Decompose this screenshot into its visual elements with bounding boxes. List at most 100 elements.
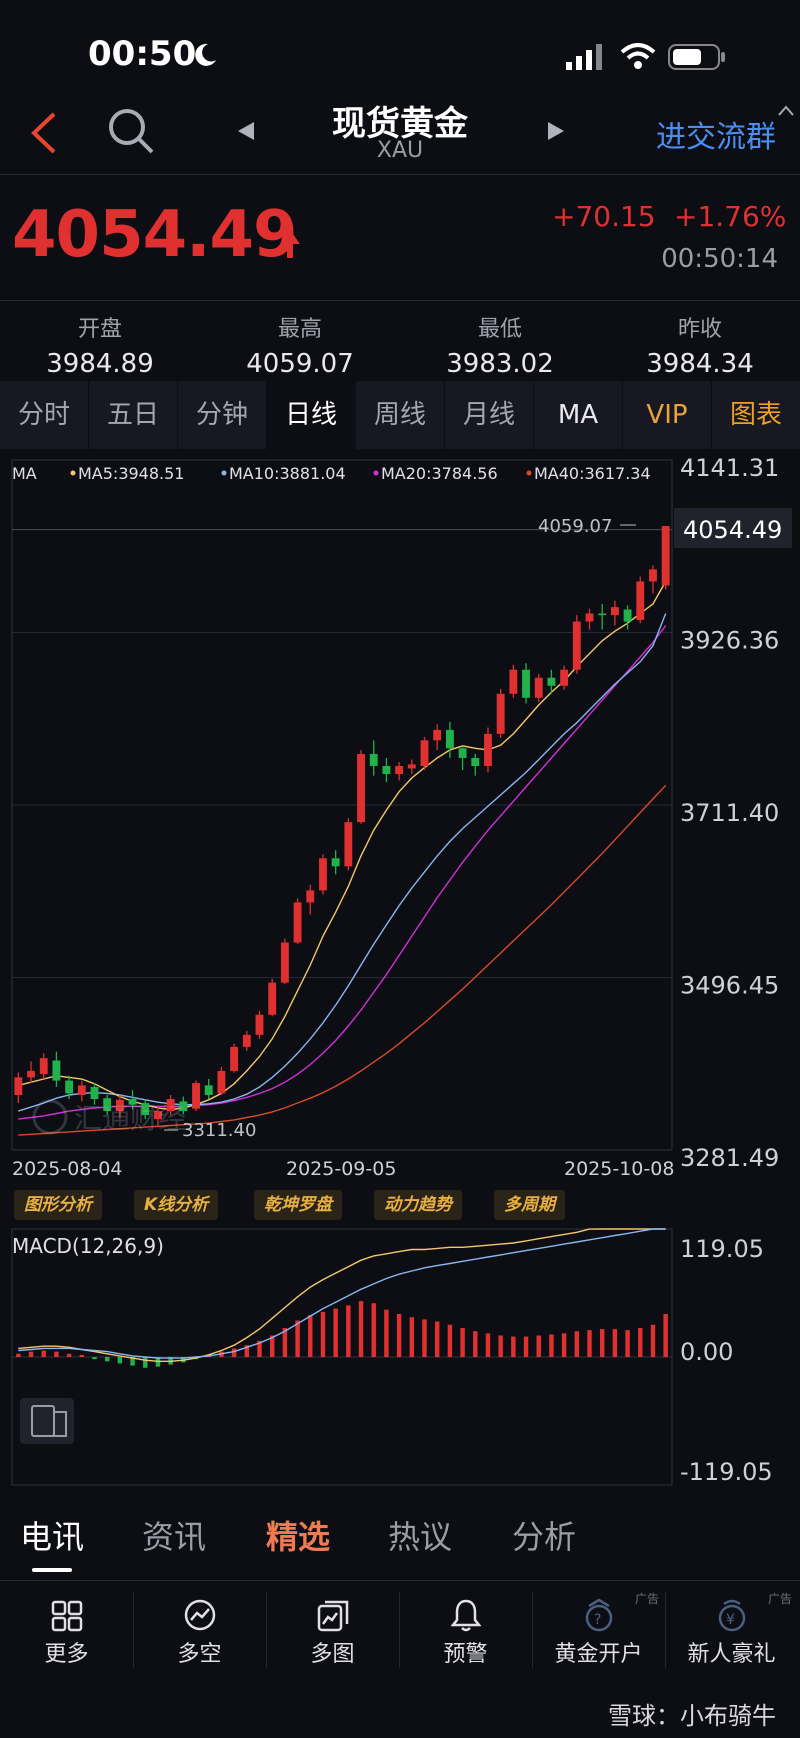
collapse-icon[interactable] (776, 100, 796, 120)
page-title: 现货黄金 (332, 104, 468, 144)
candle (230, 1043, 239, 1073)
tab-intraday[interactable]: 分时 (0, 381, 89, 449)
candle-body (407, 764, 416, 769)
status-time: 00:50 (88, 34, 197, 74)
news-tab-featured[interactable]: 精选 (266, 1518, 331, 1556)
candle-body (661, 526, 670, 586)
gift-icon: ¥ (718, 1599, 745, 1632)
candle-body (598, 613, 607, 616)
candle (623, 605, 632, 630)
battery-icon (668, 44, 725, 70)
tab-ma[interactable]: MA (534, 381, 623, 449)
candle-body (217, 1070, 226, 1094)
macd-bar (269, 1335, 275, 1357)
macd-bar (612, 1329, 618, 1357)
price-change: +70.15 (552, 200, 656, 233)
candle (471, 753, 480, 776)
tool-pattern-analysis[interactable]: 图形分析 (14, 1190, 102, 1220)
candle (344, 818, 353, 871)
macd-bar (599, 1329, 605, 1357)
candle-body (547, 677, 556, 686)
bottom-nav: 更多 多空 多图 预警 广告 ? 黄金开户 广告 ¥ 新人豪礼 (0, 1592, 800, 1668)
candle-body (636, 581, 645, 620)
candle (649, 565, 657, 594)
candle (636, 576, 645, 624)
tab-daily[interactable]: 日线 (267, 381, 356, 449)
candle-body (192, 1082, 200, 1109)
news-tab-analysis[interactable]: 分析 (512, 1518, 577, 1556)
candle (433, 724, 442, 750)
candle (357, 749, 365, 824)
multi-chart-icon (317, 1600, 348, 1632)
tab-weekly[interactable]: 周线 (356, 381, 445, 449)
macd-bar (460, 1327, 465, 1357)
macd-bar (523, 1336, 529, 1357)
nav-more[interactable]: 更多 (0, 1592, 134, 1668)
nav-multi-chart[interactable]: 多图 (266, 1592, 400, 1668)
search-icon[interactable] (106, 106, 156, 156)
tool-multi-period[interactable]: 多周期 (494, 1190, 565, 1220)
candle (293, 898, 302, 945)
join-group-link[interactable]: 进交流群 (656, 120, 776, 155)
tab-five-day[interactable]: 五日 (89, 381, 178, 449)
candle-body (306, 890, 315, 903)
news-tab-flash[interactable]: 电讯 (20, 1518, 85, 1556)
candle-body (344, 822, 353, 867)
candle (27, 1061, 35, 1083)
candle (560, 665, 569, 690)
nav-alert[interactable]: 预警 (399, 1592, 533, 1668)
ma20-line (18, 625, 667, 1120)
tab-vip[interactable]: VIP (623, 381, 712, 449)
candle (217, 1066, 226, 1096)
macd-bar (358, 1301, 364, 1357)
candle-body (585, 613, 594, 622)
macd-bar (143, 1357, 148, 1368)
candle-body (90, 1086, 99, 1100)
tool-compass[interactable]: 乾坤罗盘 (254, 1190, 342, 1220)
candle (154, 1107, 162, 1127)
tool-kline-analysis[interactable]: K线分析 (134, 1190, 219, 1220)
nav-new-user-gift[interactable]: 广告 ¥ 新人豪礼 (687, 1592, 792, 1667)
back-icon[interactable] (28, 110, 58, 156)
macd-bar (485, 1333, 491, 1357)
tool-momentum[interactable]: 动力趋势 (374, 1190, 462, 1220)
x-label-start: 2025-08-04 (12, 1158, 122, 1180)
stat-high: 最高 4059.07 (246, 317, 354, 379)
legend-ma: MA (12, 464, 37, 483)
candle (509, 664, 518, 698)
nav-long-short[interactable]: 多空 (133, 1592, 267, 1668)
candle (306, 884, 315, 915)
candle-body (14, 1077, 23, 1096)
next-arrow-icon[interactable] (546, 120, 566, 142)
tab-chart[interactable]: 图表 (712, 381, 800, 449)
tab-monthly[interactable]: 月线 (445, 381, 534, 449)
ad-tag-account: 广告 (634, 1592, 659, 1606)
price-chart[interactable]: 4141.31 3926.36 3711.40 3496.45 3281.49 MA M… (0, 450, 800, 1490)
macd-dea-line (18, 1228, 666, 1359)
candle (166, 1095, 175, 1116)
macd-tick-zero: 0.00 (680, 1338, 733, 1366)
news-tab-discussion[interactable]: 热议 (388, 1518, 453, 1556)
candle-body (154, 1111, 162, 1120)
moon-icon (195, 43, 216, 66)
tab-minute[interactable]: 分钟 (178, 381, 267, 449)
news-tabs: 电讯 资讯 精选 热议 分析 (0, 1490, 800, 1581)
snapshot-icon[interactable] (20, 1398, 74, 1444)
prev-arrow-icon[interactable] (236, 120, 256, 142)
candle (204, 1078, 213, 1100)
legend-ma40-dot (526, 470, 532, 476)
candle (534, 673, 543, 702)
stat-low: 最低 3983.02 (446, 317, 554, 379)
macd-bar (638, 1327, 643, 1357)
news-tab-info[interactable]: 资讯 (142, 1518, 207, 1556)
nav-gold-account[interactable]: 广告 ? 黄金开户 (532, 1592, 666, 1668)
ad-tag-gift: 广告 (767, 1592, 792, 1606)
macd-tick-top: 119.05 (680, 1235, 764, 1263)
macd-bar (536, 1335, 541, 1357)
trend-circle-icon (184, 1599, 215, 1631)
candle (192, 1080, 200, 1112)
status-bar: 00:50 (0, 0, 800, 92)
candle (90, 1082, 99, 1105)
macd-bar (295, 1320, 300, 1357)
macd-label: MACD(12,26,9) (12, 1234, 164, 1258)
